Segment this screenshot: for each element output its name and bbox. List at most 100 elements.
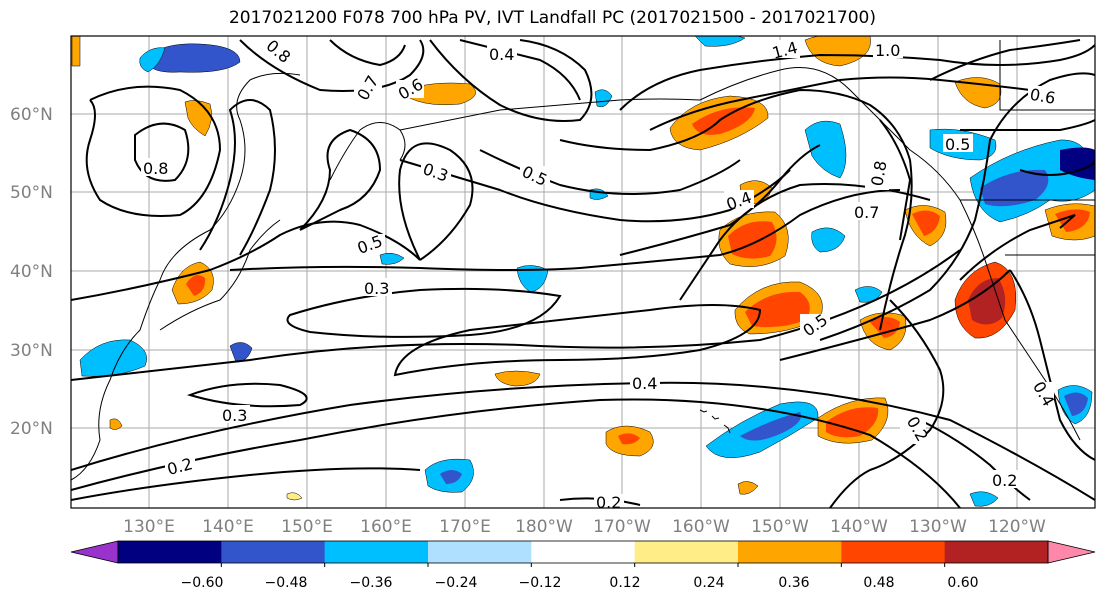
lat-label: 30°N [10, 341, 53, 361]
colorbar-tick-label: 0.60 [947, 575, 978, 591]
pv-positive-core [618, 433, 640, 445]
colorbar-tick-label: 0.12 [609, 575, 640, 591]
colorbar-segment [634, 541, 739, 563]
pv-negative-patch [594, 89, 613, 108]
contour-line [929, 39, 1081, 81]
contour-label: 1.0 [875, 41, 900, 60]
colorbar-segment [738, 541, 842, 563]
contour-line [429, 39, 593, 122]
lat-label: 20°N [10, 419, 53, 439]
pv-positive-patch [737, 481, 759, 495]
lon-label: 120°W [988, 517, 1046, 537]
colorbar-tick-label: 0.48 [863, 575, 894, 591]
contour-label: 0.4 [489, 45, 514, 64]
lon-label: 160°W [672, 517, 730, 537]
contour-line [559, 88, 913, 331]
colorbar-tick-label: 0.36 [778, 575, 809, 591]
contour-line [459, 39, 581, 101]
pv-positive-core [826, 407, 879, 438]
contour-label: 0.2 [596, 493, 621, 512]
pv-positive-core [1055, 209, 1090, 232]
pv-negative-core [1060, 147, 1095, 180]
contour-line [879, 119, 912, 241]
pv-positive-patch [804, 36, 871, 67]
contour-line [829, 299, 945, 508]
contour-line [71, 398, 961, 508]
pv-positive-patch [286, 492, 303, 501]
contour-line [819, 72, 1095, 341]
contour-line [71, 220, 421, 301]
lat-label: 40°N [10, 262, 53, 282]
colorbar-outline [117, 540, 1049, 564]
contour-label: 0.8 [867, 159, 890, 187]
hawaii-coastline [699, 409, 731, 434]
colorbar-segment [324, 541, 429, 563]
lat-label: 60°N [10, 105, 53, 125]
colorbar-tick-label: −0.48 [265, 575, 308, 591]
pv-negative-patch [139, 47, 166, 73]
longitude-labels: 130°E 140°E 150°E 160°E 170°E 180°W 170°… [123, 517, 1046, 537]
contour-line [649, 76, 1031, 131]
contour-label: 0.4 [632, 374, 657, 393]
contour-line [1009, 269, 1095, 461]
contour-line [229, 189, 901, 271]
contour-line [1019, 159, 1095, 176]
colorbar-tick-label: −0.36 [350, 575, 393, 591]
pv-negative-patch [854, 286, 883, 303]
pv-negative-core [440, 470, 462, 484]
contour-line [329, 39, 406, 67]
colorbar-extend-high [1047, 540, 1096, 564]
pv-positive-core [186, 275, 206, 296]
lon-label: 170°E [439, 517, 491, 537]
pv-negative-core [1064, 392, 1088, 416]
pv-negative-patch [516, 265, 549, 293]
lon-label: 130°E [123, 517, 175, 537]
contour-label: 0.7 [854, 203, 879, 222]
pv-negative-patch [379, 252, 405, 265]
contour-label: 0.8 [143, 159, 168, 178]
map-background [71, 36, 1095, 508]
kamchatka-coastline [329, 122, 406, 181]
colorbar-segment [841, 541, 946, 563]
contour-line [959, 214, 1076, 281]
colorbar-tick-label: 0.24 [693, 575, 724, 591]
contour-line [199, 99, 276, 256]
contour-line [186, 382, 308, 408]
na-west-coastline [959, 199, 1081, 441]
map-title: 2017021200 F078 700 hPa PV, IVT Landfall… [228, 8, 876, 28]
pv-positive-core [870, 317, 900, 338]
pv-negative-patch [969, 491, 999, 507]
contour-line [286, 287, 562, 338]
lon-label: 150°W [751, 517, 809, 537]
colorbar-extend-low [70, 540, 119, 564]
colorbar-ticks: −0.60 −0.48 −0.36 −0.24 −0.12 0.12 0.24 … [181, 575, 979, 591]
lon-label: 140°E [202, 517, 254, 537]
latitude-labels: 60°N 50°N 40°N 30°N 20°N [10, 105, 53, 439]
contour-line [919, 419, 1031, 501]
contour-line [619, 44, 1095, 111]
pv-negative-patch [694, 36, 746, 47]
japan-coastline [159, 219, 281, 331]
lon-label: 170°W [593, 517, 651, 537]
pv-positive-patch [109, 418, 123, 430]
map-frame [70, 35, 1096, 509]
pv-positive-core [692, 107, 755, 135]
colorbar-segment [944, 541, 1049, 563]
aleutian-coastline [399, 98, 701, 131]
alaska-coastline [699, 67, 961, 201]
coastlines [71, 40, 1095, 481]
pv-negative-core [172, 49, 215, 62]
contour-line [71, 467, 421, 501]
colorbar-segment [221, 541, 326, 563]
pv-positive-patch [71, 36, 81, 67]
lon-label: 150°E [281, 517, 333, 537]
lon-label: 160°E [360, 517, 412, 537]
contour-label: 0.3 [222, 406, 247, 425]
colorbar-tick-label: −0.12 [519, 575, 562, 591]
pv-positive-core [912, 210, 940, 236]
asia-coastline [71, 72, 301, 481]
contour-label: 0.2 [992, 471, 1017, 490]
lon-label: 140°W [830, 517, 888, 537]
border-line [999, 40, 1095, 111]
